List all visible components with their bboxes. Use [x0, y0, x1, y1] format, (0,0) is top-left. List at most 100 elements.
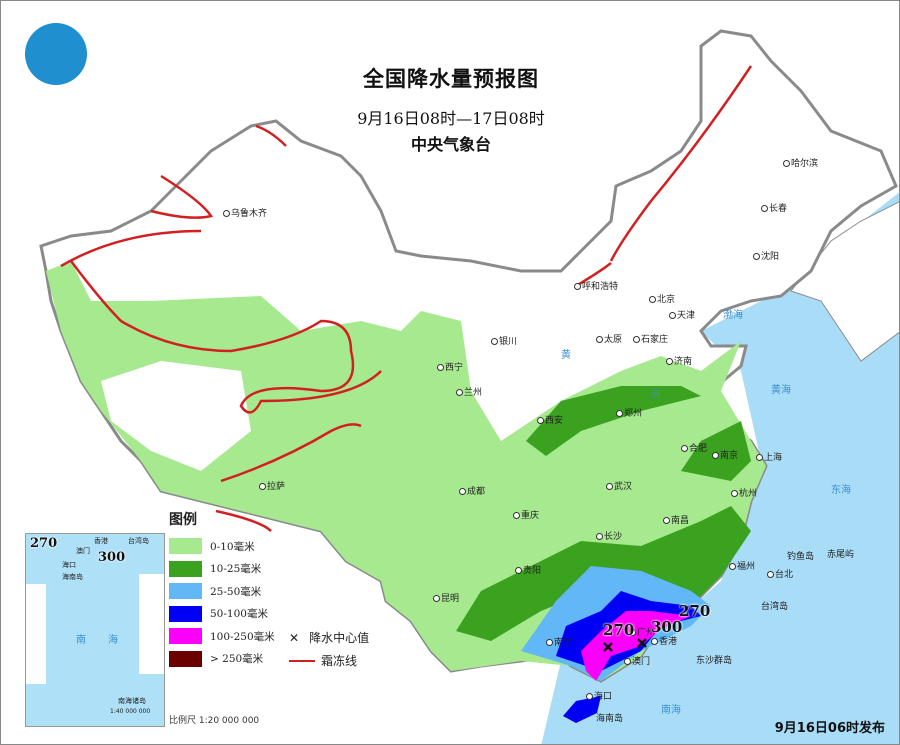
map-scale: 比例尺 1:20 000 000	[169, 716, 260, 726]
city-label: 天津	[669, 308, 695, 321]
legend-item: 10-25毫米	[169, 558, 275, 581]
city-label: 长沙	[596, 529, 622, 542]
city-label: 贵阳	[515, 563, 541, 576]
inset-land	[26, 584, 46, 684]
center-x-icon	[603, 642, 613, 652]
city-name: 重庆	[521, 511, 540, 521]
city-name: 福州	[737, 562, 756, 572]
inset-sea-label: 海	[108, 635, 118, 646]
legend-item: > 250毫米	[169, 648, 275, 671]
legend-swatch	[169, 583, 202, 600]
precip-center-value: 300	[651, 618, 683, 636]
city-name: 西宁	[445, 363, 464, 373]
frost-line-north-xj	[255, 124, 287, 147]
city-dot-icon	[456, 389, 463, 396]
center-symbol-label: 降水中心值	[309, 631, 370, 645]
city-dot-icon	[546, 639, 553, 646]
city-label: 上海	[756, 450, 782, 463]
city-name: 香港	[659, 637, 678, 647]
city-name: 贵阳	[523, 566, 542, 576]
city-name: 昆明	[441, 594, 460, 604]
legend-swatch	[169, 628, 202, 645]
legend-item: 25-50毫米	[169, 580, 275, 603]
legend-label: 25-50毫米	[210, 585, 262, 598]
inset-label: 香港	[94, 537, 108, 545]
city-dot-icon	[767, 571, 774, 578]
sea-label: 河	[651, 390, 661, 401]
city-label: 济南	[666, 354, 692, 367]
legend-label: 0-10毫米	[210, 540, 255, 553]
city-dot-icon	[596, 336, 603, 343]
legend-item: 100-250毫米	[169, 625, 275, 648]
city-dot-icon	[596, 533, 603, 540]
legend-item: 0-10毫米	[169, 535, 275, 558]
city-name: 南宁	[554, 638, 573, 648]
city-label: 澳门	[624, 654, 650, 667]
city-name: 北京	[657, 295, 676, 305]
city-label: 北京	[649, 292, 675, 305]
city-dot-icon	[633, 336, 640, 343]
city-name: 成都	[467, 487, 486, 497]
city-dot-icon	[681, 445, 688, 452]
forecast-period: 9月16日08时—17日08时	[357, 109, 545, 128]
city-dot-icon	[606, 483, 613, 490]
city-dot-icon	[663, 517, 670, 524]
frost-line-label: 霜冻线	[321, 654, 358, 668]
legend-swatch	[169, 605, 202, 622]
city-name: 石家庄	[641, 335, 669, 345]
inset-sea-label: 南	[76, 635, 86, 646]
place-label: 海南岛	[596, 714, 624, 724]
city-dot-icon	[649, 296, 656, 303]
city-dot-icon	[459, 488, 466, 495]
cma-logo	[25, 23, 87, 85]
inset-label: 海口	[62, 561, 76, 569]
city-name: 广州	[637, 628, 656, 638]
city-name: 银川	[499, 337, 518, 347]
legend-title: 图例	[169, 512, 197, 528]
city-name: 郑州	[624, 409, 643, 419]
center-x-icon	[637, 638, 647, 648]
precip-center-markers	[603, 638, 647, 652]
city-dot-icon	[259, 483, 266, 490]
inset-label: 台湾岛	[128, 537, 149, 545]
place-label: 赤尾屿	[827, 550, 855, 560]
inset-value: 270	[30, 536, 58, 551]
sea-label: 南海	[661, 705, 681, 716]
city-label: 西安	[537, 413, 563, 426]
city-dot-icon	[586, 693, 593, 700]
city-name: 南京	[720, 451, 739, 461]
ocean	[541, 192, 899, 744]
inset-label: 澳门	[76, 547, 90, 555]
legend: 图例 0-10毫米 10-25毫米 25-50毫米 50-100毫米 100-250毫米…	[169, 509, 275, 670]
south-china-sea-inset: 270 300 澳门 香港 台湾岛 海口 海南岛 南 海 南海诸岛 1:40 0…	[25, 533, 165, 727]
city-dot-icon	[669, 312, 676, 319]
legend-label: 10-25毫米	[210, 563, 262, 576]
city-dot-icon	[433, 595, 440, 602]
city-dot-icon	[666, 358, 673, 365]
city-label: 福州	[729, 559, 755, 572]
city-name: 武汉	[614, 482, 633, 492]
rain-100-250	[581, 611, 691, 681]
city-label: 呼和浩特	[574, 279, 618, 292]
city-name: 上海	[764, 453, 783, 463]
map-title: 全国降水量预报图	[363, 67, 539, 91]
frost-line-icon	[289, 659, 315, 662]
city-label: 成都	[459, 484, 485, 497]
city-label: 杭州	[731, 486, 757, 499]
city-dot-icon	[651, 638, 658, 645]
inset-scale: 1:40 000 000	[110, 708, 151, 715]
rain-10-25-east	[681, 421, 751, 481]
city-label: 郑州	[616, 406, 642, 419]
inset-label: 南海诸岛	[118, 697, 146, 705]
city-label: 乌鲁木齐	[223, 206, 267, 219]
city-dot-icon	[624, 658, 631, 665]
city-label: 西宁	[437, 360, 463, 373]
city-dot-icon	[731, 490, 738, 497]
city-dot-icon	[712, 452, 719, 459]
city-name: 兰州	[464, 388, 483, 398]
city-name: 合肥	[689, 444, 708, 454]
city-dot-icon	[491, 338, 498, 345]
city-dot-icon	[753, 253, 760, 260]
city-label: 南昌	[663, 513, 689, 526]
symbol-legend: ✕ 降水中心值 霜冻线	[289, 626, 369, 672]
